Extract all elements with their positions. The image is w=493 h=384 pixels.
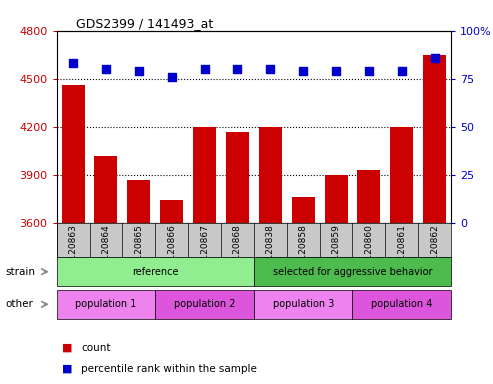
Text: GSM120863: GSM120863 xyxy=(69,224,77,279)
Text: reference: reference xyxy=(132,266,178,277)
Point xyxy=(102,66,110,72)
Text: ■: ■ xyxy=(62,364,72,374)
Bar xyxy=(127,180,150,223)
Text: GSM120862: GSM120862 xyxy=(430,224,439,279)
Text: count: count xyxy=(81,343,111,353)
Text: other: other xyxy=(5,299,33,310)
Bar xyxy=(160,200,183,223)
Text: GSM120859: GSM120859 xyxy=(332,224,341,279)
Point xyxy=(431,55,439,61)
Bar xyxy=(423,55,446,223)
Text: GSM120865: GSM120865 xyxy=(135,224,143,279)
Point xyxy=(201,66,209,72)
Text: GSM120864: GSM120864 xyxy=(102,224,110,279)
Text: population 3: population 3 xyxy=(273,299,334,310)
Text: selected for aggressive behavior: selected for aggressive behavior xyxy=(273,266,432,277)
Point xyxy=(266,66,274,72)
Text: GDS2399 / 141493_at: GDS2399 / 141493_at xyxy=(76,17,213,30)
Bar xyxy=(324,175,348,223)
Point xyxy=(398,68,406,74)
Text: GSM120838: GSM120838 xyxy=(266,224,275,279)
Bar xyxy=(62,85,85,223)
Bar xyxy=(95,156,117,223)
Text: strain: strain xyxy=(5,266,35,277)
Text: GSM120868: GSM120868 xyxy=(233,224,242,279)
Bar xyxy=(390,127,413,223)
Text: GSM120860: GSM120860 xyxy=(364,224,373,279)
Point xyxy=(234,66,242,72)
Text: population 4: population 4 xyxy=(371,299,432,310)
Bar xyxy=(259,127,282,223)
Text: GSM120867: GSM120867 xyxy=(200,224,209,279)
Point xyxy=(168,74,176,80)
Bar xyxy=(292,197,315,223)
Text: ■: ■ xyxy=(62,343,72,353)
Text: population 1: population 1 xyxy=(75,299,137,310)
Point xyxy=(365,68,373,74)
Text: GSM120861: GSM120861 xyxy=(397,224,406,279)
Bar xyxy=(226,132,249,223)
Text: population 2: population 2 xyxy=(174,299,235,310)
Point xyxy=(135,68,143,74)
Point xyxy=(69,60,77,66)
Text: percentile rank within the sample: percentile rank within the sample xyxy=(81,364,257,374)
Point xyxy=(299,68,307,74)
Text: GSM120858: GSM120858 xyxy=(299,224,308,279)
Point xyxy=(332,68,340,74)
Bar xyxy=(193,127,216,223)
Text: GSM120866: GSM120866 xyxy=(167,224,176,279)
Bar xyxy=(357,170,381,223)
